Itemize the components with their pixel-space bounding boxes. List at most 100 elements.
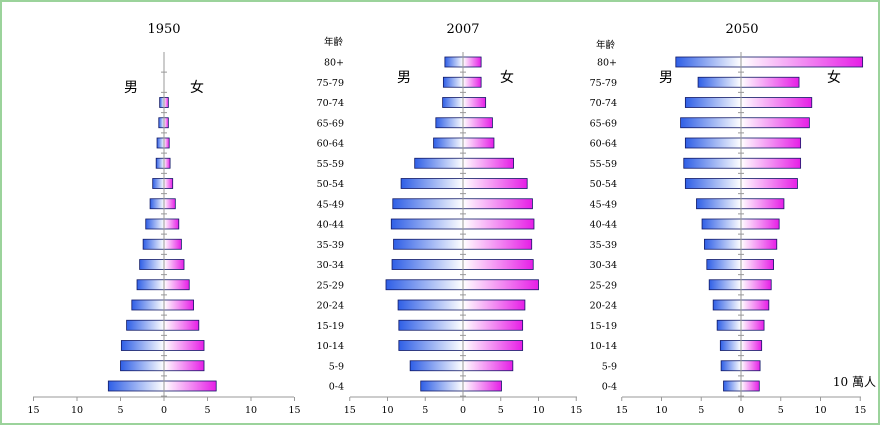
female-bar — [462, 97, 487, 108]
male-bar — [704, 238, 742, 250]
female-bar — [462, 198, 533, 210]
age-label: 10-14 — [317, 341, 344, 352]
female-bar — [462, 319, 524, 331]
age-label: 65-69 — [590, 118, 617, 129]
chart-title: 2007 — [446, 22, 479, 37]
male-bar — [131, 299, 165, 311]
x-tick-label: 5 — [117, 405, 123, 416]
age-label: 5-9 — [329, 361, 344, 372]
age-label: 30-34 — [317, 260, 344, 271]
female-bar — [462, 218, 535, 230]
age-header: 年齡 — [324, 36, 344, 48]
bars-2007 — [385, 56, 539, 392]
age-label: 25-29 — [317, 280, 344, 291]
male-bar — [696, 198, 742, 210]
male-bar — [708, 279, 742, 291]
x-tick-label: 10 — [381, 405, 393, 416]
age-label: 0-4 — [329, 382, 344, 393]
x-tick-label: 0 — [460, 405, 466, 416]
age-label: 70-74 — [317, 98, 344, 109]
female-bar — [163, 198, 176, 210]
male-bar — [723, 380, 742, 392]
male-bar — [156, 137, 165, 149]
bars-1950 — [107, 97, 217, 392]
male-bar — [683, 157, 742, 169]
pyramid-2007: 2007 年齡 男 女 0-4 5-9 10-14 15-19 20-24 25-29 30… — [317, 22, 583, 416]
female-bar — [163, 259, 185, 270]
x-tick-label: 15 — [288, 405, 300, 416]
male-bar — [152, 178, 165, 189]
female-label: 女 — [500, 69, 514, 86]
female-bar — [462, 117, 493, 129]
x-tick-label: 10 — [71, 405, 83, 416]
male-bar — [159, 97, 165, 108]
male-bar — [697, 76, 742, 88]
female-bar — [462, 137, 495, 149]
female-bar — [163, 380, 217, 392]
age-header: 年齡 — [596, 39, 616, 51]
age-label: 25-29 — [590, 280, 617, 291]
x-tick-label: 5 — [204, 405, 210, 416]
x-tick-label: 10 — [655, 405, 667, 416]
male-bar — [142, 238, 165, 250]
female-bar — [740, 238, 778, 250]
age-label: 20-24 — [317, 301, 344, 312]
age-label: 50-54 — [317, 179, 344, 190]
x-tick-label: 0 — [738, 405, 744, 416]
female-bar — [163, 319, 200, 331]
female-bar — [740, 76, 800, 88]
male-bar — [385, 279, 464, 291]
female-bar — [740, 380, 760, 392]
age-label: 45-49 — [590, 199, 617, 210]
age-label: 35-39 — [590, 240, 617, 251]
female-bar — [740, 97, 813, 108]
female-bar — [163, 178, 174, 189]
female-bar — [163, 279, 190, 291]
male-bar — [136, 279, 165, 291]
female-bar — [462, 238, 533, 250]
male-bar — [706, 259, 742, 270]
male-bar — [433, 137, 464, 149]
female-bar — [740, 178, 798, 189]
female-bar — [740, 218, 780, 230]
male-bar — [397, 299, 464, 311]
female-bar — [740, 198, 785, 210]
age-label: 40-44 — [590, 220, 617, 231]
male-bar — [145, 218, 165, 230]
female-label: 女 — [190, 79, 204, 96]
age-label: 20-24 — [590, 301, 617, 312]
x-axis-2050: 15 10 5 0 5 10 15 — [616, 52, 866, 416]
x-tick-label: 5 — [422, 405, 428, 416]
male-bar — [398, 340, 464, 351]
female-bar — [462, 279, 539, 291]
age-label: 80+ — [324, 58, 344, 69]
female-bar — [462, 178, 528, 189]
male-bar — [675, 56, 742, 68]
male-bar — [680, 117, 742, 129]
female-bar — [462, 157, 514, 169]
female-bar — [462, 360, 514, 372]
age-label: 35-39 — [317, 240, 344, 251]
age-label: 45-49 — [317, 199, 344, 210]
pyramid-2050: 2050 年齡 男 女 10 萬人 0-4 5-9 10-14 15-19 20-24 2… — [590, 22, 876, 416]
unit-label: 10 萬人 — [833, 375, 876, 389]
female-bar — [163, 157, 171, 169]
male-bar — [442, 76, 464, 88]
female-bar — [740, 360, 761, 372]
pyramid-1950: 1950 男 女 15 10 5 0 5 10 15 — [27, 22, 300, 416]
male-bar — [393, 238, 464, 250]
male-bar — [684, 178, 742, 189]
age-label: 55-59 — [317, 159, 344, 170]
female-bar — [740, 137, 802, 149]
male-label: 男 — [124, 80, 138, 96]
x-tick-label: 15 — [344, 405, 356, 416]
age-label: 60-64 — [317, 139, 344, 150]
female-bar — [163, 238, 182, 250]
male-bar — [414, 157, 464, 169]
male-bar — [120, 340, 165, 351]
female-bar — [163, 340, 205, 351]
age-label: 70-74 — [590, 98, 617, 109]
age-label: 55-59 — [590, 159, 617, 170]
male-bar — [701, 218, 742, 230]
x-tick-label: 15 — [27, 405, 39, 416]
